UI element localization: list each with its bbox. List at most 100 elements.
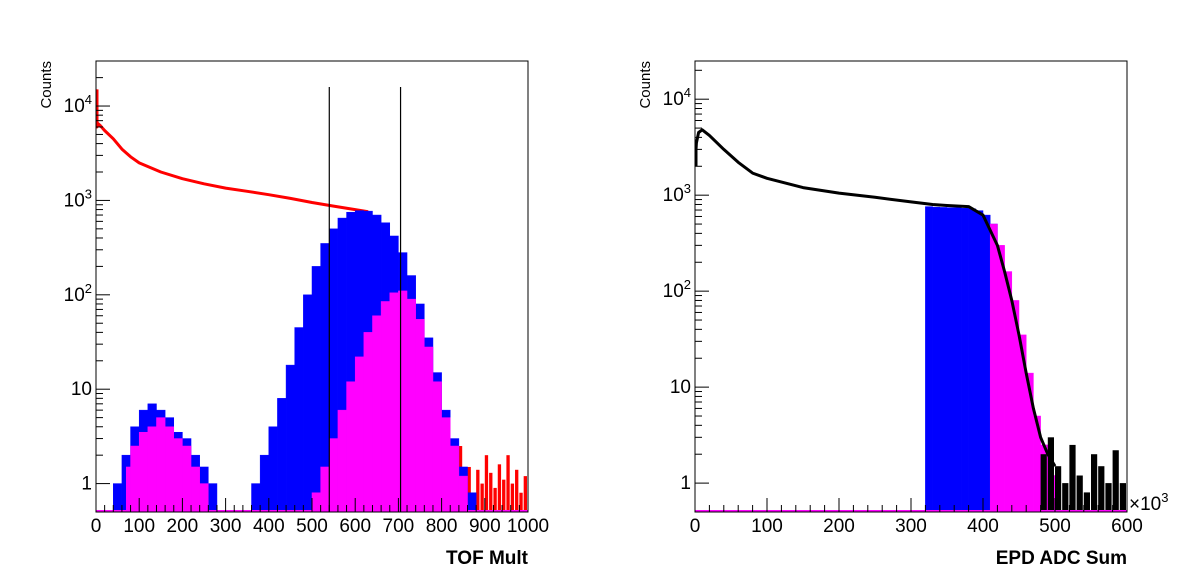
tof-mult-bar-magenta-30 [449,445,460,512]
tof-mult-bar-magenta-31 [458,475,468,512]
tof-mult-tail-bin-red-6 [484,455,489,512]
tof-mult-x-tick-label: 700 [383,516,415,537]
tof-mult-x-tick-label: 500 [296,516,328,537]
epd-adc-bar-blue-1 [932,206,941,512]
tof-mult-bar-magenta-17 [337,409,347,512]
tof-mult-bar-magenta-2 [138,431,149,512]
tof-mult-bar-blue-16 [251,483,261,512]
tof-mult-bar-magenta-18 [346,381,356,512]
tof-mult-bar-magenta-25 [406,298,416,512]
epd-adc-tail-bin-black-0 [1040,454,1047,512]
epd-adc-x-tick-label: 0 [690,516,701,537]
tof-mult-tail-bin-red-9 [497,464,502,512]
tof-mult-bar-blue-0 [113,483,123,512]
epd-adc-y-tick-label: 104 [663,85,691,110]
tof-mult-x-tick-label: 400 [253,516,285,537]
tof-mult-y-ticks: 1 10 102 103 104 [64,60,110,513]
tof-mult-y-tick-label: 10 [71,379,92,400]
epd-adc-y-tick-label: 102 [663,277,691,302]
epd-adc-bar-magenta-1 [997,245,1005,512]
epd-adc-x-axis-title: EPD ADC Sum [996,548,1127,569]
tof-mult-bar-magenta-22 [380,301,391,512]
epd-adc-bar-blue-6 [968,208,977,512]
tof-mult-x-ticks: 0 100 200 300 400 500 600 700 800 900 1000 [91,498,549,537]
tof-mult-bar-magenta-8 [190,466,200,512]
epd-adc-x-tick-label: 600 [1111,516,1143,537]
epd-adc-tail-bin-black-8 [1098,466,1105,512]
epd-adc-x-tick-label: 100 [751,516,783,537]
tof-mult-bar-magenta-20 [363,332,373,512]
tof-mult-x-tick-label: 300 [210,516,242,537]
tof-mult-bar-magenta-4 [156,417,166,512]
epd-adc-panel: 0 100 200 300 400 500 600 1 10 102 103 104 EPD ADC… [637,60,1168,569]
tof-mult-curve-red [96,89,369,214]
tof-mult-bar-blue-22 [303,294,313,512]
tof-mult-bar-magenta-5 [164,426,175,512]
tof-mult-y-tick-label: 103 [64,186,92,211]
tof-mult-bar-magenta-21 [372,315,382,512]
tof-mult-x-tick-label: 1000 [507,516,549,537]
tof-mult-y-axis-title: Counts [38,61,55,109]
tof-mult-panel: 0 100 200 300 400 500 600 700 800 900 1000 1101021… [38,60,549,569]
tof-mult-bar-blue-11 [208,483,218,512]
tof-mult-x-tick-label: 200 [167,516,199,537]
epd-adc-x-tick-label: 400 [967,516,999,537]
tof-mult-y-tick-label: 102 [64,281,92,306]
epd-adc-curve-black [695,128,1057,467]
tof-mult-bar-blue-19 [277,398,287,512]
epd-adc-tail-bin-black-4 [1069,444,1076,512]
tof-mult-tail-bin-red-5 [480,483,484,512]
epd-adc-tail-bin-black-11 [1119,483,1126,512]
epd-adc-x-ticks: 0 100 200 300 400 500 600 [690,498,1143,537]
tof-mult-bar-magenta-9 [199,483,209,512]
epd-adc-y-ticks: 1 10 102 103 104 [663,69,709,513]
tof-mult-tail-bin-red-15 [523,476,527,512]
tof-mult-bar-magenta-15 [320,466,330,512]
epd-adc-bar-magenta-0 [989,223,998,512]
tof-mult-tail-bin-red-2 [467,466,471,512]
tof-mult-tail-bin-red-12 [510,483,515,512]
epd-adc-tail-bin-black-7 [1091,454,1098,512]
epd-adc-x-multiplier: ×103 [1129,490,1168,515]
epd-adc-y-tick-label: 10 [670,377,691,398]
epd-adc-bar-blue-7 [975,210,984,512]
tof-mult-tail-bin-red-4 [476,469,480,512]
tof-mult-tail-bin-red-14 [519,492,523,512]
epd-adc-bar-blue-2 [939,207,948,512]
epd-adc-bar-blue-8 [982,214,991,512]
tof-mult-bar-blue-20 [285,364,295,512]
epd-adc-plot-area [695,128,1127,512]
tof-mult-y-tick-label: 1 [81,474,92,495]
epd-adc-y-axis-title: Counts [637,61,654,109]
epd-adc-bar-blue-4 [953,207,962,512]
epd-adc-y-tick-label: 1 [680,473,691,494]
epd-adc-x-tick-label: 200 [823,516,855,537]
tof-mult-tail-bin-red-7 [489,472,493,512]
epd-adc-tail-bin-black-3 [1062,483,1069,512]
tof-mult-plot-area [96,87,528,512]
epd-adc-bar-blue-3 [946,207,955,512]
tof-mult-tail-bin-red-10 [502,479,506,512]
epd-adc-tail-bin-black-6 [1083,492,1090,512]
epd-adc-tail-bin-black-2 [1055,466,1062,512]
tof-mult-bar-magenta-19 [354,356,365,512]
tof-mult-bar-magenta-27 [424,346,434,512]
tof-mult-bar-magenta-29 [441,417,451,512]
tof-mult-x-tick-label: 900 [469,516,501,537]
tof-mult-bar-magenta-14 [311,492,321,512]
tof-mult-x-axis-title: TOF Mult [446,548,529,569]
tof-mult-x-tick-label: 100 [123,516,155,537]
tof-mult-bar-magenta-23 [389,292,399,512]
epd-adc-tail-bin-black-1 [1047,437,1054,512]
epd-adc-tail-bin-black-5 [1076,475,1083,512]
tof-mult-bar-blue-18 [268,426,278,512]
tof-mult-bar-blue-17 [259,454,270,512]
tof-mult-bar-blue-21 [294,327,304,512]
tof-mult-x-tick-label: 0 [91,516,102,537]
epd-adc-bar-magenta-2 [1004,271,1013,512]
tof-mult-bar-magenta-16 [329,438,339,512]
tof-mult-bar-blue-23 [311,266,321,512]
tof-mult-bar-magenta-7 [182,445,192,512]
tof-mult-y-tick-label: 104 [64,92,92,117]
